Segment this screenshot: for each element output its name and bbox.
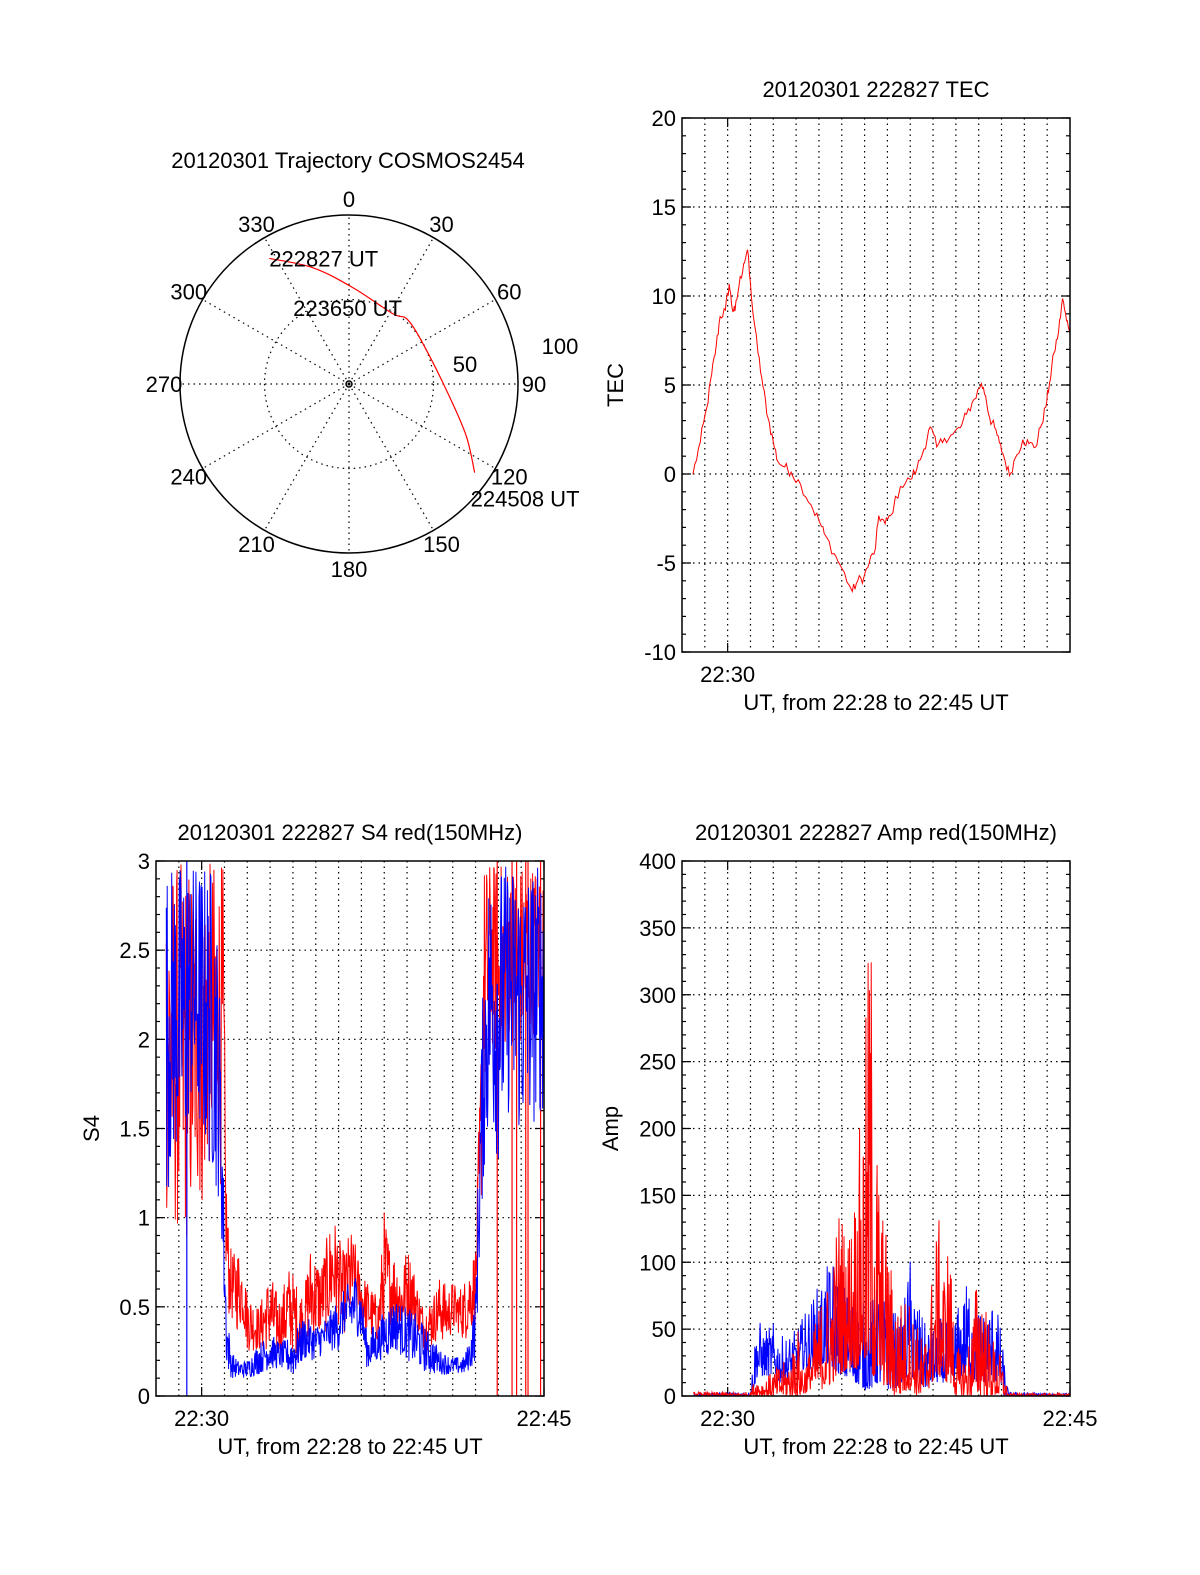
y-axis-label: S4 <box>79 1115 104 1142</box>
y-tick-label: 15 <box>652 195 676 220</box>
polar-ring-50 <box>263 298 435 470</box>
polar-spoke <box>263 237 350 385</box>
radial-label: 50 <box>453 352 477 377</box>
series-TEC-line <box>692 249 1070 594</box>
y-tick-label: 150 <box>639 1183 676 1208</box>
angle-label: 270 <box>146 372 183 397</box>
time-annotation: 224508 UT <box>471 487 580 512</box>
x-axis-label: UT, from 22:28 to 22:45 UT <box>217 1434 482 1459</box>
polar-spoke <box>202 383 350 470</box>
angle-label: 180 <box>331 557 368 582</box>
s4-chart: 3 2.5 2 1.5 1 0.5 0 22:30 22:45 20120301 222827 S… <box>79 820 572 1459</box>
polar-outer-ring <box>179 214 519 554</box>
plot-frame <box>681 860 1071 1397</box>
x-axis-label: UT, from 22:28 to 22:45 UT <box>743 1434 1008 1459</box>
y-tick-label: 0 <box>664 462 676 487</box>
x-tick-label: 22:45 <box>516 1406 571 1431</box>
y-axis-label: TEC <box>603 363 628 407</box>
time-annotation: 223650 UT <box>293 296 402 321</box>
y-axis-label: Amp <box>598 1106 623 1151</box>
y-tick-label: 50 <box>652 1317 676 1342</box>
angle-label: 300 <box>170 280 207 305</box>
chart-title: 20120301 222827 S4 red(150MHz) <box>178 820 523 845</box>
polar-trajectory-chart: 20120301 Trajectory COSMOS2454 0 30 60 90 120… <box>146 148 580 582</box>
y-tick-label: 0 <box>138 1384 150 1409</box>
y-tick-label: 100 <box>639 1250 676 1275</box>
x-tick-label: 22:30 <box>174 1406 229 1431</box>
tec-chart: 20 15 10 5 0 -5 -10 22:30 20120301 222827 TEC UT,… <box>603 77 1071 715</box>
y-tick-label: -10 <box>644 640 676 665</box>
angle-label: 210 <box>238 532 275 557</box>
polar-spoke <box>348 298 496 385</box>
polar-spoke <box>348 237 435 385</box>
polar-spoke <box>263 383 350 531</box>
y-tick-label: 20 <box>652 106 676 131</box>
series-blue-line <box>165 866 544 1379</box>
x-tick-label: 22:45 <box>1042 1406 1097 1431</box>
polar-spoke <box>348 383 496 470</box>
plot-frame <box>155 860 545 1397</box>
plot-area <box>165 861 544 1396</box>
amp-chart: 400 350 300 250 200 150 100 50 0 22:30 22:45 201203… <box>598 820 1098 1459</box>
time-annotation: 222827 UT <box>269 246 378 271</box>
angle-label: 90 <box>522 372 546 397</box>
y-tick-label: -5 <box>656 551 676 576</box>
plot-frame <box>681 117 1071 653</box>
y-tick-label: 10 <box>652 284 676 309</box>
polar-spoke <box>348 383 435 531</box>
y-tick-label: 200 <box>639 1117 676 1142</box>
angle-label: 330 <box>238 212 275 237</box>
y-tick-label: 1.5 <box>119 1117 150 1142</box>
chart-title: 20120301 Trajectory COSMOS2454 <box>171 148 524 173</box>
chart-title: 20120301 222827 Amp red(150MHz) <box>695 820 1057 845</box>
x-tick-label: 22:30 <box>700 1406 755 1431</box>
y-tick-label: 350 <box>639 916 676 941</box>
y-tick-label: 3 <box>138 849 150 874</box>
y-tick-label: 300 <box>639 983 676 1008</box>
y-tick-label: 1 <box>138 1206 150 1231</box>
y-tick-label: 0.5 <box>119 1295 150 1320</box>
x-tick-label: 22:30 <box>700 662 755 687</box>
angle-label: 150 <box>423 532 460 557</box>
y-tick-label: 250 <box>639 1050 676 1075</box>
y-tick-label: 2.5 <box>119 938 150 963</box>
radial-label: 100 <box>542 334 579 359</box>
trajectory-line <box>269 257 476 473</box>
angle-label: 30 <box>429 212 453 237</box>
polar-spoke <box>202 298 350 385</box>
angle-label: 0 <box>343 187 355 212</box>
y-tick-label: 0 <box>664 1384 676 1409</box>
y-tick-label: 400 <box>639 849 676 874</box>
plot-area <box>692 249 1070 594</box>
angle-label: 60 <box>497 280 521 305</box>
x-axis-label: UT, from 22:28 to 22:45 UT <box>743 690 1008 715</box>
angle-label: 240 <box>170 465 207 490</box>
polar-center <box>345 380 353 388</box>
chart-title: 20120301 222827 TEC <box>762 77 989 102</box>
y-tick-label: 5 <box>664 373 676 398</box>
y-tick-label: 2 <box>138 1027 150 1052</box>
angle-label: 120 <box>491 465 528 490</box>
